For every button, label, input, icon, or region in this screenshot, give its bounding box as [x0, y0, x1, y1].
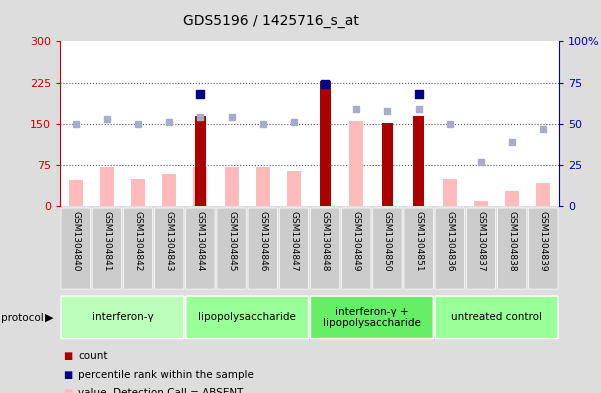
FancyBboxPatch shape [217, 208, 246, 289]
Point [165, 119, 174, 125]
Text: GSM1304842: GSM1304842 [133, 211, 142, 271]
Bar [194, 167, 207, 206]
Point [414, 91, 424, 97]
Text: ■: ■ [63, 388, 72, 393]
FancyBboxPatch shape [186, 296, 308, 339]
Text: ▶: ▶ [44, 312, 53, 323]
Text: GSM1304838: GSM1304838 [508, 211, 517, 271]
FancyBboxPatch shape [279, 208, 308, 289]
Bar [349, 121, 363, 206]
FancyBboxPatch shape [248, 208, 278, 289]
FancyBboxPatch shape [435, 208, 465, 289]
Text: interferon-γ: interferon-γ [91, 312, 153, 322]
Point [320, 81, 330, 87]
Point [476, 159, 486, 165]
Text: GSM1304840: GSM1304840 [71, 211, 80, 271]
Text: percentile rank within the sample: percentile rank within the sample [78, 369, 254, 380]
Bar [413, 116, 424, 206]
Text: interferon-γ +
lipopolysaccharide: interferon-γ + lipopolysaccharide [323, 307, 421, 328]
FancyBboxPatch shape [311, 296, 433, 339]
Bar [195, 116, 206, 206]
Text: GSM1304836: GSM1304836 [445, 211, 454, 271]
Point [195, 91, 205, 97]
FancyBboxPatch shape [435, 296, 558, 339]
Bar [320, 81, 331, 206]
Text: GSM1304839: GSM1304839 [539, 211, 548, 271]
Text: lipopolysaccharide: lipopolysaccharide [198, 312, 296, 322]
Bar [100, 167, 114, 206]
Text: GSM1304846: GSM1304846 [258, 211, 267, 271]
FancyBboxPatch shape [92, 208, 121, 289]
FancyBboxPatch shape [466, 208, 496, 289]
FancyBboxPatch shape [529, 208, 558, 289]
Bar [474, 201, 488, 206]
Text: GSM1304844: GSM1304844 [196, 211, 205, 271]
Text: GSM1304848: GSM1304848 [320, 211, 329, 271]
Text: GDS5196 / 1425716_s_at: GDS5196 / 1425716_s_at [183, 14, 358, 28]
Text: GSM1304841: GSM1304841 [102, 211, 111, 271]
FancyBboxPatch shape [404, 208, 433, 289]
Point [195, 114, 205, 120]
Text: count: count [78, 351, 108, 361]
Text: GSM1304850: GSM1304850 [383, 211, 392, 271]
FancyBboxPatch shape [61, 296, 184, 339]
Point [414, 106, 424, 112]
Bar [382, 123, 393, 206]
Text: ■: ■ [63, 351, 72, 361]
Bar [162, 174, 176, 206]
Point [538, 126, 548, 132]
Bar [69, 180, 83, 206]
Point [507, 139, 517, 145]
Point [352, 106, 361, 112]
Text: ■: ■ [63, 369, 72, 380]
Point [133, 121, 143, 127]
Point [71, 121, 81, 127]
FancyBboxPatch shape [373, 208, 402, 289]
Text: GSM1304847: GSM1304847 [290, 211, 299, 271]
FancyBboxPatch shape [123, 208, 153, 289]
Bar [443, 179, 457, 206]
Point [383, 107, 392, 114]
FancyBboxPatch shape [186, 208, 215, 289]
Bar [536, 183, 551, 206]
Text: GSM1304843: GSM1304843 [165, 211, 174, 271]
Point [102, 116, 112, 122]
Point [258, 121, 267, 127]
Text: GSM1304837: GSM1304837 [477, 211, 486, 271]
FancyBboxPatch shape [154, 208, 184, 289]
Point [227, 114, 236, 120]
Bar [256, 167, 270, 206]
Text: GSM1304851: GSM1304851 [414, 211, 423, 271]
Text: protocol: protocol [1, 312, 43, 323]
Bar [505, 191, 519, 206]
FancyBboxPatch shape [311, 208, 340, 289]
FancyBboxPatch shape [498, 208, 527, 289]
Bar [225, 167, 239, 206]
Point [289, 119, 299, 125]
Text: value, Detection Call = ABSENT: value, Detection Call = ABSENT [78, 388, 243, 393]
Bar [131, 179, 145, 206]
Point [445, 121, 454, 127]
Text: GSM1304849: GSM1304849 [352, 211, 361, 271]
FancyBboxPatch shape [341, 208, 371, 289]
Text: untreated control: untreated control [451, 312, 542, 322]
Text: GSM1304845: GSM1304845 [227, 211, 236, 271]
Bar [287, 171, 301, 206]
FancyBboxPatch shape [61, 208, 90, 289]
